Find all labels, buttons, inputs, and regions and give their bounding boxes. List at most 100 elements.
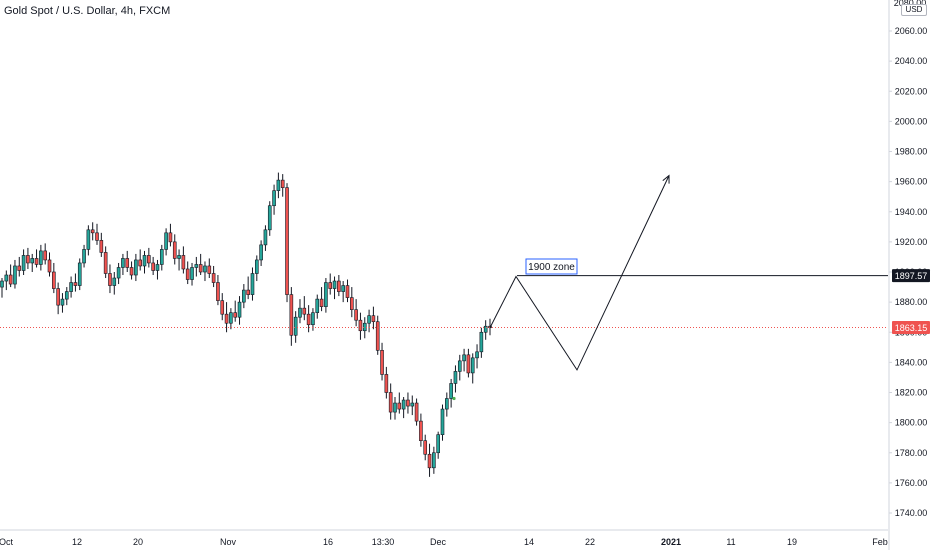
- candle: [324, 278, 328, 313]
- candle: [129, 261, 134, 280]
- candle-body: [272, 190, 276, 207]
- candle: [315, 294, 320, 319]
- level-price-badge[interactable]: 1897.57: [892, 269, 930, 283]
- candle: [319, 287, 324, 312]
- candle-body: [47, 259, 52, 273]
- drawings-layer[interactable]: 1900 zone: [0, 174, 888, 401]
- chart-title: Gold Spot / U.S. Dollar, 4h, FXCM: [4, 5, 171, 17]
- candle: [358, 312, 363, 340]
- candle-body: [332, 280, 337, 289]
- candle-body: [155, 264, 160, 271]
- candle: [190, 262, 194, 286]
- level-price-badge-text: 1897.57: [895, 271, 928, 281]
- candle-body: [138, 259, 142, 267]
- candle: [112, 272, 117, 295]
- candle-body: [358, 319, 363, 332]
- candle: [466, 348, 471, 378]
- candle-body: [427, 453, 432, 469]
- candle-body: [263, 229, 268, 246]
- candle: [116, 262, 121, 285]
- time-tick-label: Nov: [220, 537, 237, 547]
- candle: [60, 293, 65, 313]
- candle-body: [134, 259, 138, 276]
- candle-body: [302, 307, 307, 315]
- candle: [475, 344, 479, 369]
- candle: [432, 446, 436, 474]
- candle-body: [103, 252, 108, 274]
- candle-body: [406, 399, 410, 407]
- candle: [263, 225, 268, 251]
- candle: [220, 293, 225, 321]
- candle: [229, 308, 233, 330]
- candle: [164, 228, 168, 256]
- candle-body: [17, 265, 22, 271]
- candle: [354, 299, 358, 327]
- annotation-box[interactable]: [525, 258, 578, 275]
- candle-body: [237, 301, 242, 318]
- candle: [272, 184, 276, 215]
- current-price-badge-bg: [892, 321, 930, 335]
- candle: [332, 276, 337, 300]
- candle-body: [168, 232, 173, 243]
- annotation-1900-zone[interactable]: 1900 zone: [525, 258, 578, 275]
- candle: [26, 247, 30, 269]
- candle-body: [224, 313, 229, 324]
- candle-body: [30, 258, 35, 264]
- candle-body: [311, 312, 315, 326]
- price-tick-label: 2040.00: [895, 56, 928, 66]
- candle-body: [276, 179, 281, 191]
- candle: [350, 287, 354, 318]
- price-tick-label: 1820.00: [895, 388, 928, 398]
- candle-body: [254, 259, 259, 274]
- annotation-text: 1900 zone: [528, 262, 575, 273]
- candle: [237, 296, 242, 325]
- candle-body: [449, 383, 453, 399]
- candle: [406, 392, 410, 414]
- candle: [298, 299, 302, 324]
- candle: [82, 244, 86, 268]
- candle: [159, 244, 164, 271]
- projection-path-line[interactable]: [489, 175, 670, 371]
- candle: [0, 278, 4, 298]
- candle-body: [319, 298, 324, 307]
- candle: [419, 413, 423, 447]
- candle-body: [393, 402, 397, 413]
- candle: [73, 273, 78, 292]
- candle-body: [445, 398, 449, 410]
- candle: [125, 250, 130, 272]
- candle-body: [453, 371, 458, 384]
- candle-body: [457, 360, 462, 372]
- candle-body: [181, 255, 186, 270]
- candle-body: [267, 205, 272, 231]
- candle-body: [77, 262, 82, 286]
- candle-body: [285, 187, 289, 295]
- currency-label[interactable]: USD: [901, 4, 927, 16]
- candle: [151, 256, 155, 276]
- candle-body: [388, 392, 393, 413]
- candle-body: [324, 282, 328, 307]
- candle-body: [466, 354, 471, 374]
- price-tick-label: 2000.00: [895, 116, 928, 126]
- candle-body: [194, 264, 199, 268]
- candle-body: [470, 357, 475, 374]
- candle-body: [246, 289, 250, 295]
- candle: [242, 284, 246, 309]
- marker-dot: [452, 396, 456, 401]
- candle: [30, 253, 35, 272]
- candle: [177, 249, 181, 271]
- candle-body: [345, 285, 350, 298]
- candle-body: [337, 280, 341, 292]
- time-tick-label: 16: [323, 537, 333, 547]
- candle-body: [207, 265, 212, 274]
- time-tick-label: Dec: [430, 537, 447, 547]
- candle: [95, 223, 99, 245]
- candle-body: [328, 282, 333, 289]
- candle-body: [289, 294, 294, 336]
- current-price-badge[interactable]: 1863.15: [892, 321, 930, 335]
- candle: [457, 354, 462, 381]
- time-tick-label: 14: [524, 537, 534, 547]
- candle-body: [397, 402, 402, 410]
- candle-body: [242, 289, 246, 303]
